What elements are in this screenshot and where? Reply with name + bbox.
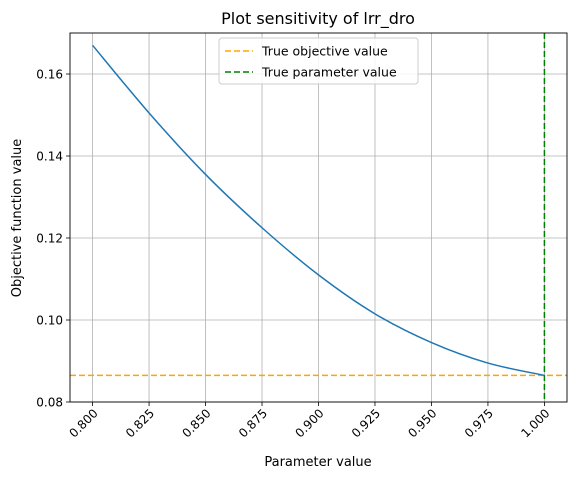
- y-tick-label: 0.12: [36, 232, 63, 246]
- y-axis-label: Objective function value: [10, 139, 25, 298]
- y-tick-label: 0.08: [36, 396, 63, 410]
- legend-label: True objective value: [261, 44, 388, 59]
- axes-frame: [69, 32, 568, 403]
- chart-title: Plot sensitivity of lrr_dro: [221, 9, 415, 29]
- plot-area: [70, 33, 567, 402]
- legend: True objective value True parameter value: [218, 37, 419, 85]
- legend-label: True parameter value: [261, 65, 397, 80]
- legend-box: [218, 37, 419, 85]
- y-tick-label: 0.16: [36, 68, 63, 82]
- y-axis-ticks: 0.08 0.10 0.12 0.14 0.16: [36, 68, 70, 410]
- objective-curve: [92, 44, 545, 377]
- y-tick-label: 0.14: [36, 150, 63, 164]
- y-tick-label: 0.10: [36, 314, 63, 328]
- x-axis-label: Parameter value: [264, 455, 371, 470]
